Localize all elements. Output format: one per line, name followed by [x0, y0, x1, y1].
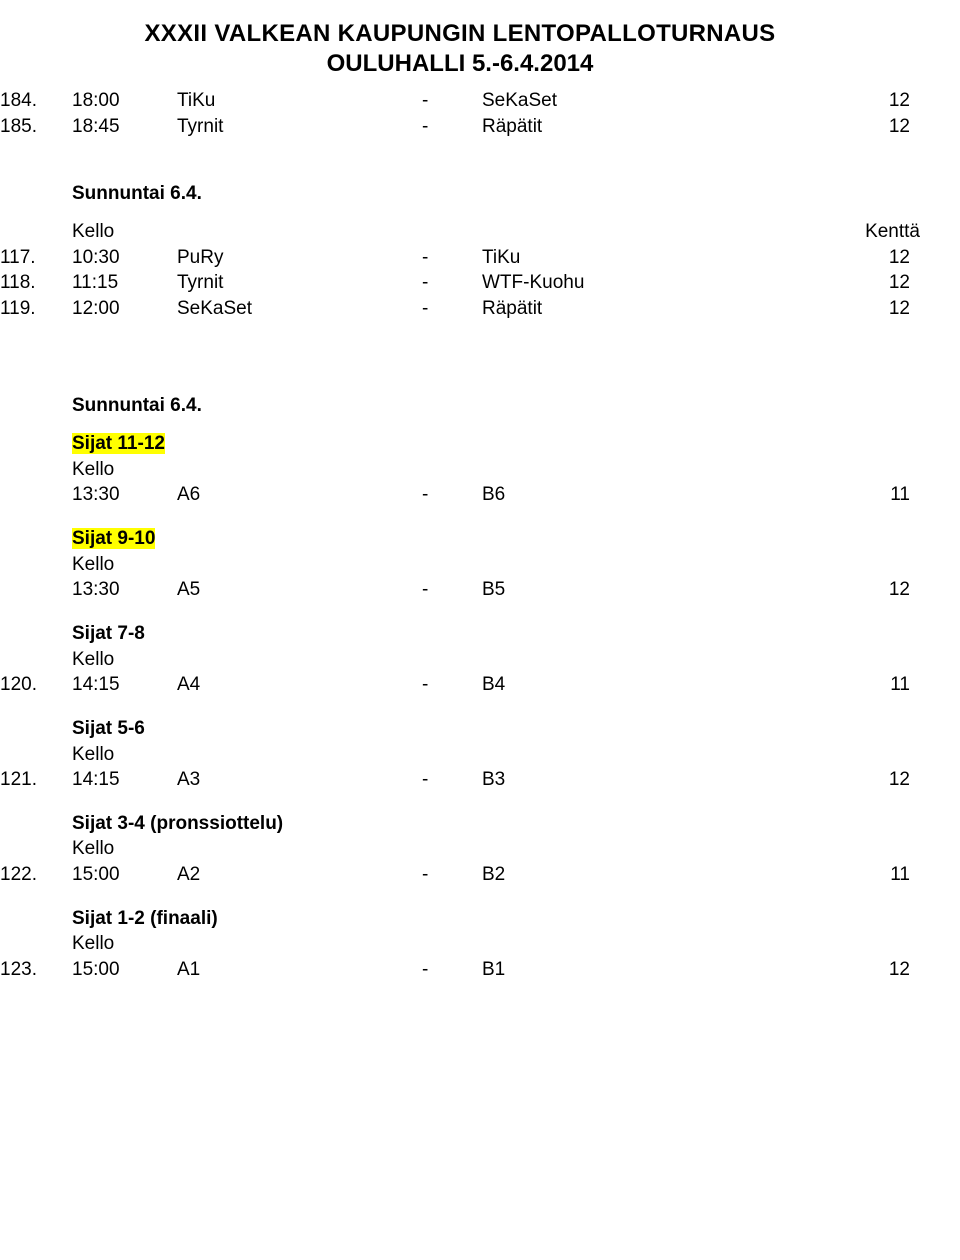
match-number: 119.: [0, 296, 52, 322]
match-number: 123.: [0, 957, 52, 983]
match-team-b: B4: [482, 672, 850, 698]
match-dash: -: [422, 577, 482, 603]
match-team-b: Räpätit: [482, 114, 850, 140]
match-row: 118. 11:15 Tyrnit - WTF-Kuohu 12: [0, 270, 920, 296]
match-team-b: B2: [482, 862, 850, 888]
match-row: 120.14:15A4-B411: [0, 672, 920, 698]
match-number: 122.: [0, 862, 52, 888]
match-row: 119. 12:00 SeKaSet - Räpätit 12: [0, 296, 920, 322]
label-kello: Kello: [0, 552, 920, 578]
match-team-b: B3: [482, 767, 850, 793]
match-team-b: SeKaSet: [482, 88, 850, 114]
page-title: XXXII VALKEAN KAUPUNGIN LENTOPALLOTURNAU…: [0, 20, 920, 48]
match-number: 118.: [0, 270, 52, 296]
page: XXXII VALKEAN KAUPUNGIN LENTOPALLOTURNAU…: [0, 0, 960, 1260]
match-row: 13:30A5-B512: [0, 577, 920, 603]
match-dash: -: [422, 862, 482, 888]
match-time: 11:15: [52, 270, 167, 296]
match-number: 185.: [0, 114, 52, 140]
match-team-a: A6: [167, 482, 422, 508]
match-field: 12: [850, 296, 920, 322]
day-heading: Sunnuntai 6.4.: [0, 393, 920, 419]
match-field: 12: [850, 577, 920, 603]
match-dash: -: [422, 245, 482, 271]
match-team-a: Tyrnit: [167, 114, 422, 140]
match-team-a: Tyrnit: [167, 270, 422, 296]
match-dash: -: [422, 767, 482, 793]
match-time: 18:45: [52, 114, 167, 140]
match-dash: -: [422, 270, 482, 296]
match-team-a: A1: [167, 957, 422, 983]
match-time: 12:00: [52, 296, 167, 322]
match-field: 11: [850, 672, 920, 698]
label-kentta: Kenttä: [865, 219, 920, 245]
match-team-b: B6: [482, 482, 850, 508]
match-field: 12: [850, 88, 920, 114]
match-dash: -: [422, 482, 482, 508]
match-number: 120.: [0, 672, 52, 698]
match-field: 12: [850, 270, 920, 296]
match-row: 123.15:00A1-B112: [0, 957, 920, 983]
match-time: 13:30: [52, 577, 167, 603]
match-team-a: SeKaSet: [167, 296, 422, 322]
match-team-b: TiKu: [482, 245, 850, 271]
match-row: 122.15:00A2-B211: [0, 862, 920, 888]
label-kello: Kello: [0, 219, 114, 245]
match-row: 185. 18:45 Tyrnit - Räpätit 12: [0, 114, 920, 140]
match-team-a: A4: [167, 672, 422, 698]
label-kello: Kello: [0, 836, 920, 862]
label-kello: Kello: [0, 457, 920, 483]
match-field: 11: [850, 862, 920, 888]
label-kello: Kello: [0, 647, 920, 673]
match-team-a: PuRy: [167, 245, 422, 271]
match-dash: -: [422, 114, 482, 140]
group-heading: Sijat 3-4 (pronssiottelu): [0, 811, 920, 837]
label-kello: Kello: [0, 742, 920, 768]
match-field: 12: [850, 245, 920, 271]
match-dash: -: [422, 296, 482, 322]
match-time: 15:00: [52, 862, 167, 888]
match-row: 184. 18:00 TiKu - SeKaSet 12: [0, 88, 920, 114]
match-row: 13:30A6-B611: [0, 482, 920, 508]
match-time: 18:00: [52, 88, 167, 114]
match-time: 14:15: [52, 767, 167, 793]
match-team-b: B1: [482, 957, 850, 983]
match-time: 15:00: [52, 957, 167, 983]
match-number: 117.: [0, 245, 52, 271]
match-team-a: A3: [167, 767, 422, 793]
match-field: 12: [850, 114, 920, 140]
label-kello: Kello: [0, 931, 920, 957]
match-team-a: TiKu: [167, 88, 422, 114]
match-time: 13:30: [52, 482, 167, 508]
match-dash: -: [422, 88, 482, 114]
group-heading: Sijat 1-2 (finaali): [0, 906, 920, 932]
match-team-b: B5: [482, 577, 850, 603]
match-team-b: Räpätit: [482, 296, 850, 322]
column-labels: Kello Kenttä: [0, 219, 920, 245]
match-time: 14:15: [52, 672, 167, 698]
match-field: 12: [850, 957, 920, 983]
match-team-a: A2: [167, 862, 422, 888]
match-team-a: A5: [167, 577, 422, 603]
match-number: 184.: [0, 88, 52, 114]
match-row: 117. 10:30 PuRy - TiKu 12: [0, 245, 920, 271]
day-heading: Sunnuntai 6.4.: [0, 181, 920, 207]
match-time: 10:30: [52, 245, 167, 271]
match-team-b: WTF-Kuohu: [482, 270, 850, 296]
match-dash: -: [422, 957, 482, 983]
group-heading: Sijat 7-8: [0, 621, 920, 647]
match-number: 121.: [0, 767, 52, 793]
group-heading: Sijat 11-12: [0, 431, 920, 457]
match-row: 121.14:15A3-B312: [0, 767, 920, 793]
page-subtitle: OULUHALLI 5.-6.4.2014: [0, 50, 920, 78]
match-dash: -: [422, 672, 482, 698]
match-field: 11: [850, 482, 920, 508]
group-heading: Sijat 5-6: [0, 716, 920, 742]
group-heading: Sijat 9-10: [0, 526, 920, 552]
match-field: 12: [850, 767, 920, 793]
